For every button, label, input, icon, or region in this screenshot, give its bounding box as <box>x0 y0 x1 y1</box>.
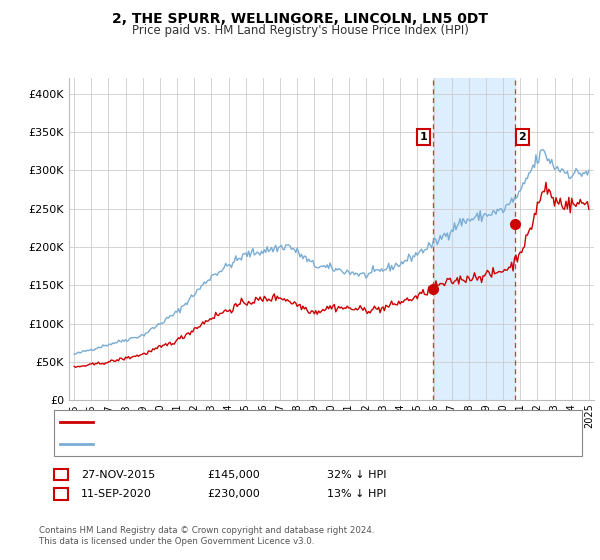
Text: Contains HM Land Registry data © Crown copyright and database right 2024.: Contains HM Land Registry data © Crown c… <box>39 526 374 535</box>
Text: HPI: Average price, detached house, North Kesteven: HPI: Average price, detached house, Nort… <box>99 438 372 449</box>
Text: 2, THE SPURR, WELLINGORE, LINCOLN, LN5 0DT: 2, THE SPURR, WELLINGORE, LINCOLN, LN5 0… <box>112 12 488 26</box>
Text: This data is licensed under the Open Government Licence v3.0.: This data is licensed under the Open Gov… <box>39 538 314 547</box>
Text: 2: 2 <box>518 132 526 142</box>
Text: 2, THE SPURR, WELLINGORE, LINCOLN, LN5 0DT (detached house): 2, THE SPURR, WELLINGORE, LINCOLN, LN5 0… <box>99 417 444 427</box>
Text: 11-SEP-2020: 11-SEP-2020 <box>81 489 152 499</box>
Text: 32% ↓ HPI: 32% ↓ HPI <box>327 470 386 480</box>
Text: 27-NOV-2015: 27-NOV-2015 <box>81 470 155 480</box>
Text: 2: 2 <box>58 489 65 499</box>
Text: £230,000: £230,000 <box>207 489 260 499</box>
Bar <box>433 78 515 400</box>
Text: 1: 1 <box>419 132 427 142</box>
Text: £145,000: £145,000 <box>207 470 260 480</box>
Text: 1: 1 <box>58 470 65 480</box>
Text: 13% ↓ HPI: 13% ↓ HPI <box>327 489 386 499</box>
Text: Price paid vs. HM Land Registry's House Price Index (HPI): Price paid vs. HM Land Registry's House … <box>131 24 469 36</box>
